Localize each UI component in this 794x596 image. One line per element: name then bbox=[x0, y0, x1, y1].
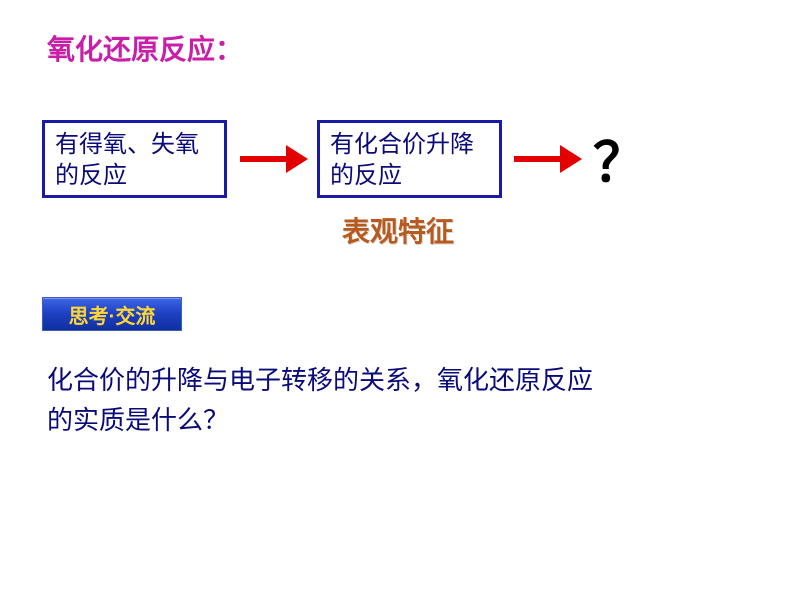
box-valence-change: 有化合价升降的反应 bbox=[317, 120, 502, 198]
box-oxygen-gain-loss: 有得氧、失氧的反应 bbox=[42, 120, 227, 198]
arrow-1-head bbox=[286, 145, 308, 173]
body-question: 化合价的升降与电子转移的关系，氧化还原反应 的实质是什么？ bbox=[47, 360, 593, 441]
think-exchange-badge: 思考·交流 bbox=[42, 297, 182, 331]
arrow-2 bbox=[514, 145, 582, 173]
body-question-line2: 的实质是什么？ bbox=[47, 405, 229, 435]
arrow-2-head bbox=[560, 145, 582, 173]
arrow-1 bbox=[240, 145, 308, 173]
question-mark: ？ bbox=[593, 118, 647, 197]
arrow-1-shaft bbox=[240, 156, 286, 162]
body-question-line1: 化合价的升降与电子转移的关系，氧化还原反应 bbox=[47, 365, 593, 395]
feature-label: 表观特征 bbox=[342, 210, 454, 250]
arrow-2-shaft bbox=[514, 156, 560, 162]
page-title: 氧化还原反应： bbox=[47, 28, 243, 68]
